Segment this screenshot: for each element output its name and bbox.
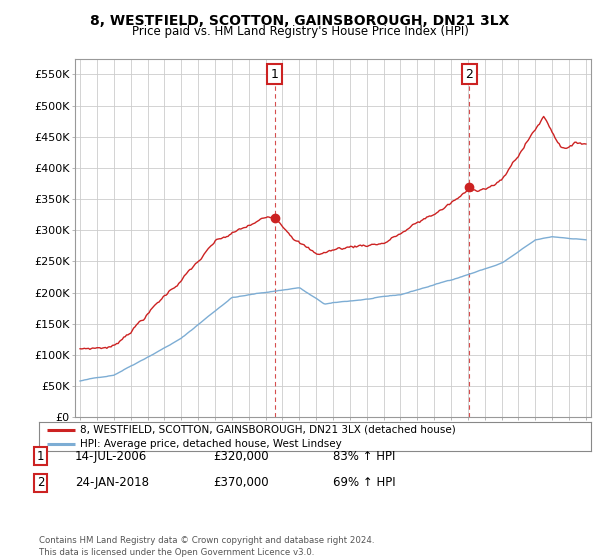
Text: 24-JAN-2018: 24-JAN-2018 bbox=[75, 476, 149, 489]
Text: 2: 2 bbox=[37, 476, 44, 489]
Text: 69% ↑ HPI: 69% ↑ HPI bbox=[333, 476, 395, 489]
Text: 1: 1 bbox=[271, 68, 278, 81]
Text: 1: 1 bbox=[37, 450, 44, 463]
Text: 83% ↑ HPI: 83% ↑ HPI bbox=[333, 450, 395, 463]
Text: 8, WESTFIELD, SCOTTON, GAINSBOROUGH, DN21 3LX: 8, WESTFIELD, SCOTTON, GAINSBOROUGH, DN2… bbox=[91, 14, 509, 28]
Text: Price paid vs. HM Land Registry's House Price Index (HPI): Price paid vs. HM Land Registry's House … bbox=[131, 25, 469, 38]
Text: HPI: Average price, detached house, West Lindsey: HPI: Average price, detached house, West… bbox=[80, 440, 342, 449]
Text: Contains HM Land Registry data © Crown copyright and database right 2024.
This d: Contains HM Land Registry data © Crown c… bbox=[39, 536, 374, 557]
Text: 2: 2 bbox=[465, 68, 473, 81]
Text: £320,000: £320,000 bbox=[213, 450, 269, 463]
Text: £370,000: £370,000 bbox=[213, 476, 269, 489]
Text: 8, WESTFIELD, SCOTTON, GAINSBOROUGH, DN21 3LX (detached house): 8, WESTFIELD, SCOTTON, GAINSBOROUGH, DN2… bbox=[80, 424, 456, 435]
Text: 14-JUL-2006: 14-JUL-2006 bbox=[75, 450, 147, 463]
